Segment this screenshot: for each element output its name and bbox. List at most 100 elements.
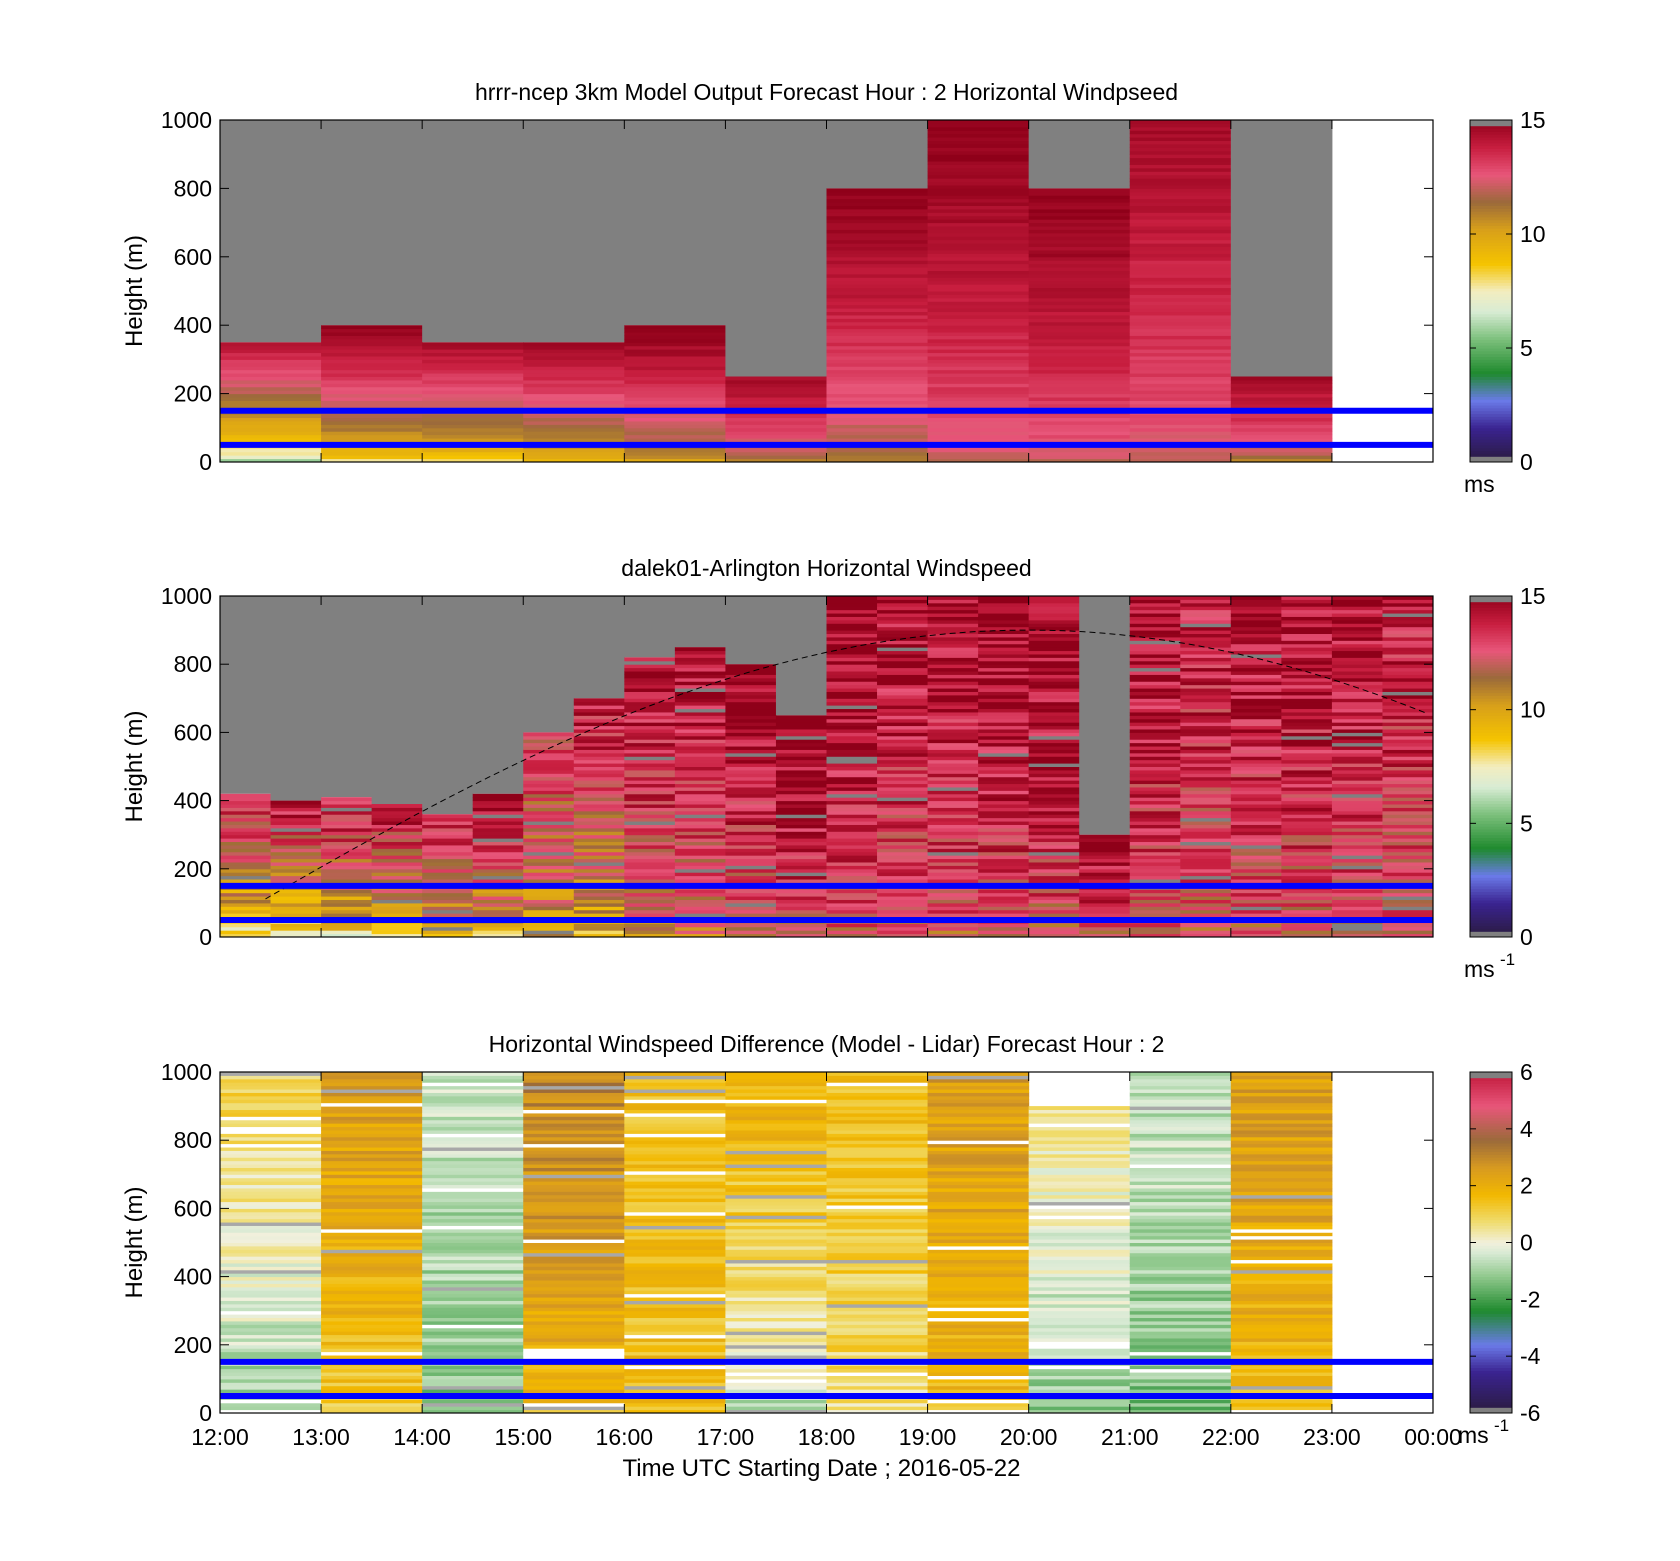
data-cell	[725, 1150, 827, 1155]
data-cell	[927, 667, 979, 672]
data-cell	[826, 1092, 929, 1097]
data-cell	[927, 154, 1030, 159]
data-cell	[1180, 821, 1232, 825]
data-cell	[270, 841, 322, 846]
data-cell	[1281, 725, 1333, 730]
data-cell	[1129, 1341, 1232, 1346]
data-cell	[472, 797, 524, 802]
data-cell	[877, 650, 929, 655]
data-cell	[270, 896, 322, 900]
data-cell	[321, 1290, 423, 1295]
colorbar-segment	[1470, 1302, 1512, 1306]
data-cell	[1382, 817, 1434, 822]
data-cell	[321, 1198, 423, 1203]
data-cell	[1028, 1259, 1131, 1264]
data-cell	[1180, 892, 1232, 897]
data-cell	[1079, 909, 1131, 914]
data-cell	[826, 1286, 929, 1291]
data-cell	[1028, 647, 1080, 652]
data-cell	[270, 909, 322, 914]
data-cell	[523, 909, 575, 914]
data-cell	[422, 417, 524, 422]
data-cell	[1230, 694, 1282, 699]
data-cell	[877, 643, 929, 648]
data-cell	[624, 1228, 726, 1233]
data-cell	[927, 1337, 1030, 1342]
data-cell	[927, 1245, 1030, 1250]
colorbar-segment	[1470, 769, 1512, 773]
colorbar-segment	[1470, 1373, 1512, 1377]
data-cell	[573, 844, 625, 849]
data-cell	[270, 926, 322, 931]
data-cell	[1129, 1259, 1232, 1264]
data-cell	[1129, 1116, 1232, 1121]
data-cell	[927, 1201, 1030, 1206]
data-cell	[321, 386, 423, 391]
data-cell	[725, 1382, 827, 1387]
data-cell	[422, 1280, 524, 1284]
data-cell	[1281, 797, 1333, 802]
data-cell	[927, 1297, 1030, 1301]
data-cell	[624, 879, 676, 883]
data-cell	[220, 1211, 322, 1216]
data-cell	[270, 933, 322, 938]
data-cell	[978, 613, 1030, 617]
data-cell	[1382, 619, 1434, 624]
colorbar-segment	[1470, 359, 1512, 363]
data-cell	[877, 769, 929, 774]
data-cell	[1281, 926, 1333, 931]
data-cell	[1129, 229, 1232, 234]
data-cell	[1281, 647, 1333, 652]
colorbar-segment	[1470, 1182, 1512, 1187]
colorbar-segment	[1470, 610, 1512, 614]
data-cell	[1382, 769, 1434, 774]
data-cell	[877, 749, 929, 754]
colorbar-segment	[1470, 120, 1512, 124]
data-cell	[422, 1170, 524, 1175]
data-cell	[674, 671, 726, 675]
data-cell	[321, 1327, 423, 1332]
data-cell	[1230, 606, 1282, 611]
data-cell	[573, 817, 625, 822]
nodata-cell	[775, 596, 827, 716]
data-cell	[321, 933, 373, 938]
data-cell	[1331, 896, 1383, 900]
data-cell	[1129, 284, 1232, 289]
nodata-cell	[1079, 596, 1131, 835]
data-cell	[321, 1344, 423, 1349]
data-cell	[422, 1208, 524, 1213]
data-cell	[725, 1109, 827, 1114]
colorbar-segment	[1470, 641, 1512, 645]
data-cell	[1180, 599, 1232, 604]
data-cell	[624, 1204, 726, 1209]
data-cell	[1028, 868, 1080, 873]
data-cell	[927, 229, 1030, 234]
data-cell	[674, 844, 726, 849]
data-cell	[927, 902, 979, 907]
data-cell	[674, 756, 726, 761]
data-cell	[1028, 1222, 1131, 1226]
data-cell	[674, 657, 726, 662]
data-cell	[523, 1368, 625, 1373]
data-cell	[1028, 304, 1131, 309]
colorbar-segment	[1470, 1094, 1512, 1099]
data-cell	[1129, 657, 1181, 662]
data-cell	[321, 1324, 423, 1329]
data-cell	[1281, 722, 1333, 727]
data-cell	[1028, 1252, 1131, 1257]
nodata-cell	[725, 596, 777, 665]
colorbar-segment	[1470, 814, 1512, 819]
data-cell	[422, 1204, 524, 1209]
colorbar-segment	[1470, 766, 1512, 770]
data-cell	[624, 448, 726, 453]
data-cell	[674, 817, 726, 822]
data-cell	[775, 756, 827, 761]
data-cell	[220, 417, 322, 422]
data-cell	[321, 1133, 423, 1138]
data-cell	[927, 273, 1030, 278]
data-cell	[624, 1402, 726, 1407]
data-cell	[321, 848, 373, 853]
data-cell	[725, 783, 777, 788]
data-cell	[321, 1280, 423, 1284]
data-cell	[877, 926, 929, 931]
